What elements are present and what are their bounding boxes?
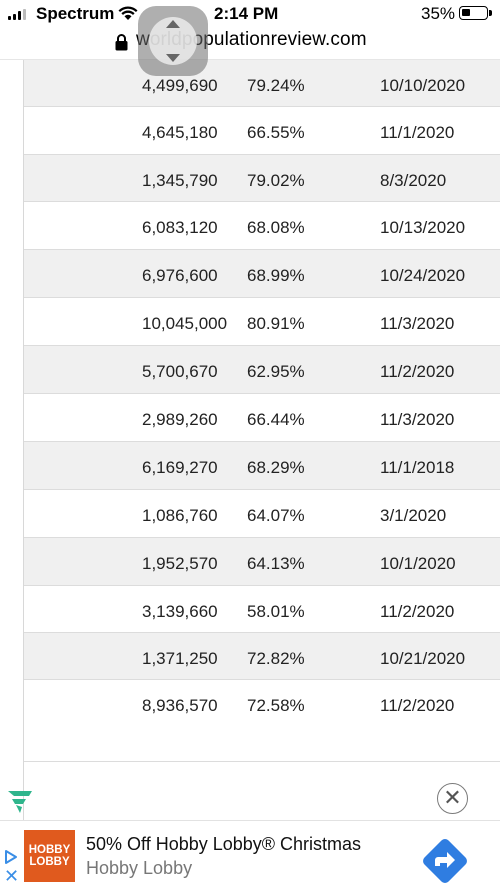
signal-bars-icon: [8, 9, 26, 20]
percent-cell: 79.24%: [247, 76, 305, 95]
table-row: 4,499,690 79.24% 10/10/2020: [24, 60, 500, 107]
population-cell: 1,345,790: [142, 171, 218, 190]
table-row: 1,345,790 79.02% 8/3/2020: [24, 155, 500, 202]
percent-cell: 68.08%: [247, 218, 305, 237]
percent-cell: 64.07%: [247, 506, 305, 525]
date-cell: 10/13/2020: [380, 218, 466, 237]
table-row: 6,083,120 68.08% 10/13/2020: [24, 202, 500, 250]
population-cell: 3,139,660: [142, 602, 218, 621]
table-row: 3,139,660 58.01% 11/2/2020: [24, 586, 500, 633]
percent-cell: 58.01%: [247, 602, 305, 621]
population-cell: 4,499,690: [142, 76, 218, 95]
population-cell: 10,045,000: [142, 314, 228, 333]
table-row: 4,645,180 66.55% 11/1/2020: [24, 107, 500, 155]
percent-cell: 72.58%: [247, 696, 305, 715]
date-cell: 11/2/2020: [380, 696, 455, 715]
percent-cell: 68.29%: [247, 458, 305, 477]
table-row: 6,169,270 68.29% 11/1/2018: [24, 442, 500, 490]
table-row: 1,952,570 64.13% 10/1/2020: [24, 538, 500, 586]
population-cell: 6,083,120: [142, 218, 218, 237]
date-cell: 11/3/2020: [380, 314, 455, 333]
date-cell: 11/2/2020: [380, 362, 455, 381]
population-cell: 6,976,600: [142, 266, 218, 285]
percent-cell: 62.95%: [247, 362, 305, 381]
directions-arrow-icon[interactable]: [417, 833, 473, 889]
date-cell: 10/24/2020: [380, 266, 466, 285]
table-row: 8,936,570 72.58% 11/2/2020: [24, 680, 500, 762]
percent-cell: 80.91%: [247, 314, 305, 333]
date-cell: 10/1/2020: [380, 554, 456, 573]
date-cell: 11/1/2020: [380, 123, 455, 142]
advertiser-logo: HOBBY LOBBY: [24, 830, 75, 882]
carrier-name: Spectrum: [36, 4, 115, 23]
date-cell: 11/3/2020: [380, 410, 455, 429]
percent-cell: 66.55%: [247, 123, 305, 142]
population-cell: 6,169,270: [142, 458, 218, 477]
lock-icon: [115, 34, 128, 51]
population-cell: 8,936,570: [142, 696, 218, 715]
battery-percent: 35%: [421, 4, 456, 23]
assistive-touch-icon[interactable]: [138, 6, 208, 76]
percent-cell: 79.02%: [247, 171, 305, 190]
battery-fill: [462, 9, 470, 16]
logo-line-2: LOBBY: [29, 856, 70, 868]
wifi-icon: [118, 6, 138, 20]
dismiss-ad-button[interactable]: ✕: [4, 866, 20, 886]
population-cell: 1,086,760: [142, 506, 218, 525]
date-cell: 11/2/2020: [380, 602, 455, 621]
table-row: 10,045,000 80.91% 11/3/2020: [24, 298, 500, 346]
close-ad-button[interactable]: ✕: [437, 783, 468, 814]
table-row: 2,989,260 66.44% 11/3/2020: [24, 394, 500, 442]
population-cell: 4,645,180: [142, 123, 218, 142]
date-cell: 3/1/2020: [380, 506, 447, 525]
table-row: 1,371,250 72.82% 10/21/2020: [24, 633, 500, 680]
ad-advertiser: Hobby Lobby: [86, 858, 193, 878]
population-cell: 2,989,260: [142, 410, 218, 429]
population-cell: 1,952,570: [142, 554, 218, 573]
address-bar[interactable]: worldpopulationreview.com: [0, 28, 500, 60]
date-cell: 11/1/2018: [380, 458, 455, 477]
population-cell: 1,371,250: [142, 649, 218, 668]
ad-choices-icon[interactable]: [4, 849, 18, 865]
status-bar: Spectrum 2:14 PM 35%: [0, 0, 500, 28]
data-table: 2,910,36063.61%7/1/20204,499,69079.24%10…: [0, 60, 500, 820]
table-row: 6,976,600 68.99% 10/24/2020: [24, 250, 500, 298]
freestar-logo-icon: [8, 791, 32, 813]
date-cell: 10/21/2020: [380, 649, 466, 668]
ad-title[interactable]: 50% Off Hobby Lobby® Christmas: [86, 834, 362, 854]
table-row: 5,700,670 62.95% 11/2/2020: [24, 346, 500, 394]
percent-cell: 72.82%: [247, 649, 305, 668]
logo-line-1: HOBBY: [28, 844, 71, 856]
table-row: 1,086,760 64.07% 3/1/2020: [24, 490, 500, 538]
percent-cell: 68.99%: [247, 266, 305, 285]
clock: 2:14 PM: [214, 4, 279, 23]
date-cell: 8/3/2020: [380, 171, 447, 190]
percent-cell: 66.44%: [247, 410, 305, 429]
percent-cell: 64.13%: [247, 554, 305, 573]
ad-banner[interactable]: ✕ HOBBY LOBBY 50% Off Hobby Lobby® Chris…: [0, 820, 500, 889]
battery-icon: [459, 6, 492, 20]
population-cell: 5,700,670: [142, 362, 218, 381]
date-cell: 10/10/2020: [380, 76, 466, 95]
